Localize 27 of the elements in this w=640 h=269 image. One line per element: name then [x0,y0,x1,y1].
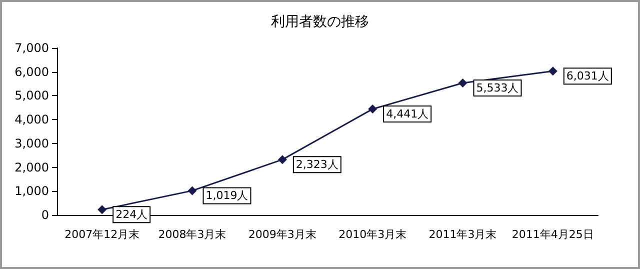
point [548,66,558,76]
y-tick-label: 1,000 [14,184,49,198]
x-tick-label: 2007年12月末 [64,228,140,241]
x-tick-label: 2011年4月25日 [512,228,594,241]
data-label: 224人 [116,208,148,222]
y-tick-label: 2,000 [14,160,49,174]
x-tick-label: 2008年3月末 [158,228,226,241]
x-tick-label: 2010年3月末 [338,228,407,241]
y-tick-label: 4,000 [14,112,49,127]
point [278,155,287,164]
point [458,78,468,88]
data-label: 5,533人 [476,82,519,94]
chart-title: 利用者数の推移 [271,14,369,30]
data-label: 6,031人 [566,70,609,83]
point [98,205,107,214]
y-tick-label: 5,000 [14,88,49,103]
x-tick-label: 2009年3月末 [248,228,316,241]
data-label: 2,323人 [296,158,338,172]
point [188,186,197,196]
y-tick-label: 3,000 [14,136,49,150]
data-label: 4,441人 [386,108,429,121]
y-tick-label: 0 [41,208,49,222]
data-label: 1,019人 [206,189,248,202]
y-tick-label: 7,000 [14,41,49,55]
point [368,104,378,114]
x-tick-label: 2011年3月末 [428,228,497,241]
y-tick-label: 6,000 [14,64,49,79]
